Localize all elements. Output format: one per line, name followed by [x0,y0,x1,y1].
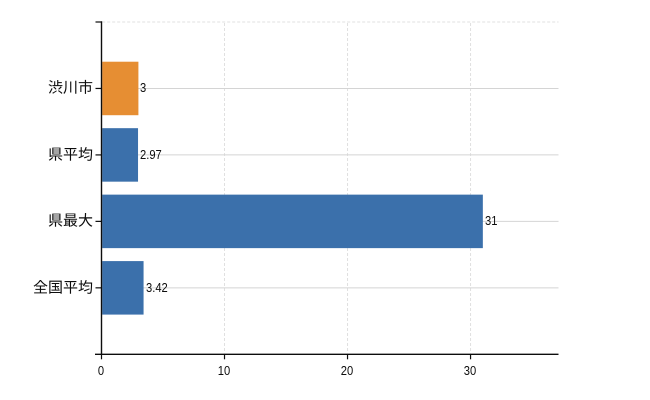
bar-0 [102,61,139,116]
category-label: 渋川市 [48,77,93,100]
bar-3 [102,261,144,315]
value-label: 2.97 [140,146,162,162]
x-axis-tick-label: 0 [97,362,104,378]
x-axis-tick-label: 10 [217,362,230,378]
category-label: 全国平均 [33,276,93,299]
value-label: 3.42 [145,279,168,295]
x-axis-tick-label: 30 [463,362,476,378]
category-label: 県平均 [48,143,93,166]
value-label: 3 [140,80,147,96]
value-label: 31 [484,213,498,229]
category-label: 県最大 [48,210,93,233]
bar-1 [102,128,139,182]
bar-2 [102,194,483,249]
x-axis-tick-label: 20 [340,362,353,378]
